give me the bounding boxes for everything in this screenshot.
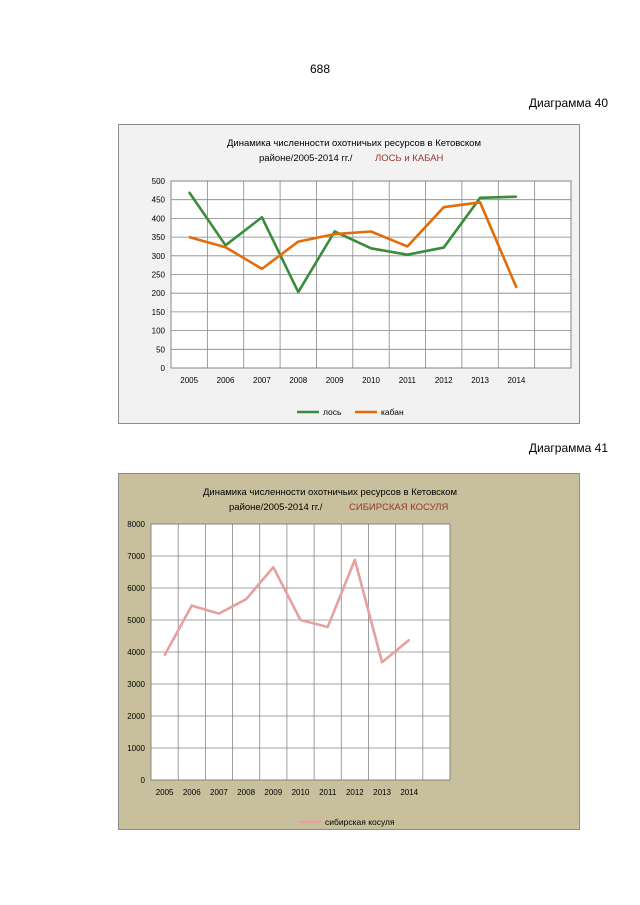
x-tick-label: 2013 xyxy=(373,788,391,797)
data-point xyxy=(408,639,411,641)
x-tick-label: 2010 xyxy=(292,788,310,797)
x-tick-label: 2005 xyxy=(156,788,174,797)
data-point xyxy=(245,598,247,600)
chart-title-line1: Динамика численности охотничьих ресурсов… xyxy=(227,138,481,149)
data-point xyxy=(272,566,275,568)
data-point xyxy=(354,559,356,561)
x-tick-label: 2008 xyxy=(237,788,255,797)
data-point xyxy=(163,654,166,656)
y-tick-label: 4000 xyxy=(127,648,145,657)
y-tick-label: 5000 xyxy=(127,616,145,625)
y-tick-label: 1000 xyxy=(127,744,145,753)
data-point xyxy=(218,612,220,615)
y-tick-label: 6000 xyxy=(127,584,145,593)
chart-title-line1: Динамика численности охотничьих ресурсов… xyxy=(203,487,457,498)
x-tick-label: 2010 xyxy=(362,376,380,385)
y-tick-label: 3000 xyxy=(127,680,145,689)
data-point xyxy=(333,230,336,233)
series-line-1 xyxy=(188,191,517,294)
chart-title-highlight: ЛОСЬ и КАБАН xyxy=(375,153,444,164)
x-tick-label: 2007 xyxy=(210,788,228,797)
data-point xyxy=(333,233,336,235)
x-tick-label: 2013 xyxy=(471,376,489,385)
data-point xyxy=(224,246,227,248)
series-line-1 xyxy=(163,558,411,664)
data-point xyxy=(188,236,190,238)
data-point xyxy=(297,291,300,293)
y-tick-label: 200 xyxy=(152,289,166,298)
y-tick-label: 8000 xyxy=(127,520,145,529)
chart-title-line2: районе/2005-2014 гг./ xyxy=(259,153,353,164)
legend-label-1: сибирская косуля xyxy=(325,817,395,827)
x-tick-label: 2006 xyxy=(183,788,201,797)
chart-roe-deer: 0 1000 2000 3000 4000 5000 6000 7000 8000 2005 200… xyxy=(118,473,580,830)
data-point xyxy=(406,245,409,248)
data-point xyxy=(299,619,302,621)
y-tick-label: 50 xyxy=(156,345,165,354)
y-tick-label: 350 xyxy=(152,233,166,242)
x-tick-label: 2014 xyxy=(508,376,526,385)
chart-roe-deer-svg: 0 1000 2000 3000 4000 5000 6000 7000 8000 2005 200… xyxy=(127,487,457,827)
y-tick-label: 0 xyxy=(141,776,146,785)
data-point xyxy=(406,253,409,256)
x-tick-label: 2011 xyxy=(319,788,337,797)
y-tick-label: 2000 xyxy=(127,712,145,721)
diagram-caption-40: Диаграмма 40 xyxy=(528,96,608,110)
data-point xyxy=(370,247,372,250)
legend-label-2: кабан xyxy=(381,407,404,417)
x-tick-label: 2009 xyxy=(326,376,344,385)
data-point xyxy=(515,195,518,198)
data-point xyxy=(479,201,481,204)
data-point xyxy=(188,191,190,194)
data-point xyxy=(190,604,193,607)
x-tick-label: 2011 xyxy=(399,376,417,385)
chart-title-line2: районе/2005-2014 гг./ xyxy=(229,502,323,513)
chart-title-highlight: СИБИРСКАЯ КОСУЛЯ xyxy=(349,502,449,513)
y-tick-label: 300 xyxy=(152,252,166,261)
x-tick-label: 2009 xyxy=(264,788,282,797)
y-tick-label: 0 xyxy=(161,364,166,373)
data-point xyxy=(224,244,227,247)
data-point xyxy=(442,246,445,249)
x-tick-label: 2007 xyxy=(253,376,271,385)
data-point xyxy=(261,268,263,270)
chart-moose-boar: 0 50 100 150 200 250 300 350 400 450 500 2005 2006 20… xyxy=(118,124,580,424)
data-point xyxy=(442,206,445,208)
y-tick-label: 450 xyxy=(152,196,166,205)
y-tick-label: 400 xyxy=(152,214,166,223)
chart-moose-boar-svg: 0 50 100 150 200 250 300 350 400 450 500 2005 2006 20… xyxy=(152,138,572,417)
x-tick-label: 2008 xyxy=(289,376,307,385)
y-tick-label: 250 xyxy=(152,271,166,280)
page-number: 688 xyxy=(309,62,331,76)
y-tick-label: 7000 xyxy=(127,552,145,561)
data-point xyxy=(326,626,329,628)
y-tick-label: 500 xyxy=(152,177,166,186)
series-line-2 xyxy=(188,201,518,289)
x-tick-label: 2014 xyxy=(400,788,418,797)
legend-label-1: лось xyxy=(323,407,342,417)
data-point xyxy=(479,197,481,199)
diagram-caption-41: Диаграмма 41 xyxy=(528,441,608,455)
y-tick-label: 100 xyxy=(152,327,166,336)
x-tick-label: 2012 xyxy=(346,788,364,797)
x-tick-label: 2012 xyxy=(435,376,453,385)
y-tick-label: 150 xyxy=(152,308,166,317)
x-tick-label: 2006 xyxy=(217,376,235,385)
data-point xyxy=(297,240,300,243)
data-point xyxy=(381,661,383,664)
data-point xyxy=(370,230,372,233)
data-point xyxy=(261,216,263,219)
data-point xyxy=(515,286,518,289)
x-tick-label: 2005 xyxy=(180,376,198,385)
